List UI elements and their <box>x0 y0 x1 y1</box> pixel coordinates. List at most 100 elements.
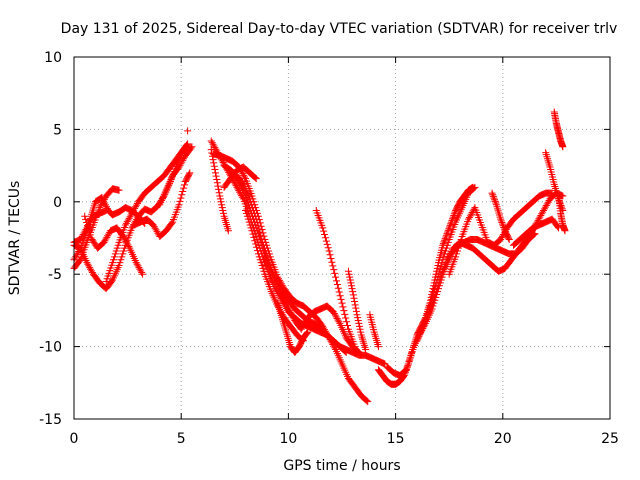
data-point <box>363 397 371 405</box>
data-point <box>245 218 253 226</box>
data-point <box>83 218 91 226</box>
data-point <box>350 294 358 302</box>
series-trace-6 <box>102 146 187 285</box>
data-point <box>500 223 508 231</box>
data-point <box>344 322 352 330</box>
data-point <box>321 234 329 242</box>
data-point <box>437 262 445 270</box>
y-tick-label: -10 <box>39 340 62 356</box>
data-point <box>248 201 256 209</box>
data-point <box>215 189 223 197</box>
data-point <box>454 244 462 252</box>
data-point <box>357 328 365 336</box>
data-point <box>324 244 332 252</box>
data-point <box>428 295 436 303</box>
data-point <box>351 301 359 309</box>
data-point <box>183 141 191 149</box>
data-point <box>84 225 92 233</box>
data-point <box>261 247 269 255</box>
data-point <box>442 247 450 255</box>
data-point <box>125 242 133 250</box>
data-point <box>362 345 370 353</box>
data-point <box>120 247 128 255</box>
data-point <box>423 311 431 319</box>
data-point <box>355 348 363 356</box>
data-point <box>429 292 437 300</box>
series-trace-13 <box>220 163 260 191</box>
data-point <box>254 250 262 258</box>
data-point <box>447 220 455 228</box>
data-point <box>497 215 505 223</box>
data-point <box>338 299 346 307</box>
data-point <box>426 302 434 310</box>
data-point <box>446 221 454 229</box>
data-point <box>251 237 259 245</box>
data-point <box>332 273 340 281</box>
data-point <box>257 232 265 240</box>
data-point <box>452 253 460 261</box>
data-point <box>210 159 218 167</box>
data-point <box>453 250 461 258</box>
data-point <box>188 143 196 151</box>
data-point <box>178 147 186 155</box>
data-point <box>179 146 187 154</box>
data-point <box>443 230 451 238</box>
data-point <box>260 241 268 249</box>
data-point <box>427 299 435 307</box>
data-point <box>559 143 567 151</box>
data-point <box>422 314 430 322</box>
data-point <box>118 253 126 261</box>
data-point <box>505 234 513 242</box>
data-point <box>491 196 499 204</box>
data-point <box>219 206 227 214</box>
data-point <box>351 298 359 306</box>
data-point <box>355 319 363 327</box>
data-point <box>439 240 447 248</box>
data-point <box>211 166 219 174</box>
data-point <box>356 325 364 333</box>
x-axis-label: GPS time / hours <box>283 458 400 474</box>
data-point <box>403 363 411 371</box>
data-point <box>262 250 270 258</box>
data-point <box>364 398 372 406</box>
data-point <box>214 182 222 190</box>
data-point <box>209 156 217 164</box>
data-point <box>470 184 478 192</box>
data-point <box>342 314 350 322</box>
data-point <box>354 348 362 356</box>
data-point <box>327 254 335 262</box>
chart-title: Day 131 of 2025, Sidereal Day-to-day VTE… <box>61 21 618 37</box>
data-point <box>434 272 442 280</box>
data-point <box>256 228 264 236</box>
series-trace-8 <box>156 143 196 209</box>
y-tick-label: 10 <box>44 50 62 66</box>
data-point <box>337 295 345 303</box>
data-point <box>250 233 258 241</box>
data-point <box>224 227 232 235</box>
data-point <box>255 225 263 233</box>
y-tick-label: -15 <box>39 412 62 428</box>
data-point <box>182 142 190 150</box>
x-tick-label: 15 <box>387 431 405 447</box>
data-point <box>176 197 184 205</box>
data-point <box>449 213 457 221</box>
data-point <box>349 291 357 299</box>
data-point <box>419 322 427 330</box>
data-point <box>320 227 328 235</box>
data-point <box>323 240 331 248</box>
data-point <box>187 144 195 152</box>
data-point <box>352 304 360 312</box>
data-point <box>253 247 261 255</box>
data-point <box>405 357 413 365</box>
data-point <box>341 310 349 318</box>
data-point <box>83 222 91 230</box>
data-point <box>252 215 260 223</box>
data-point <box>250 209 258 217</box>
data-point <box>113 244 121 252</box>
data-point <box>330 266 338 274</box>
data-point <box>254 222 262 230</box>
data-point <box>115 186 123 194</box>
data-point <box>354 314 362 322</box>
data-point <box>82 215 90 223</box>
data-point <box>114 241 122 249</box>
